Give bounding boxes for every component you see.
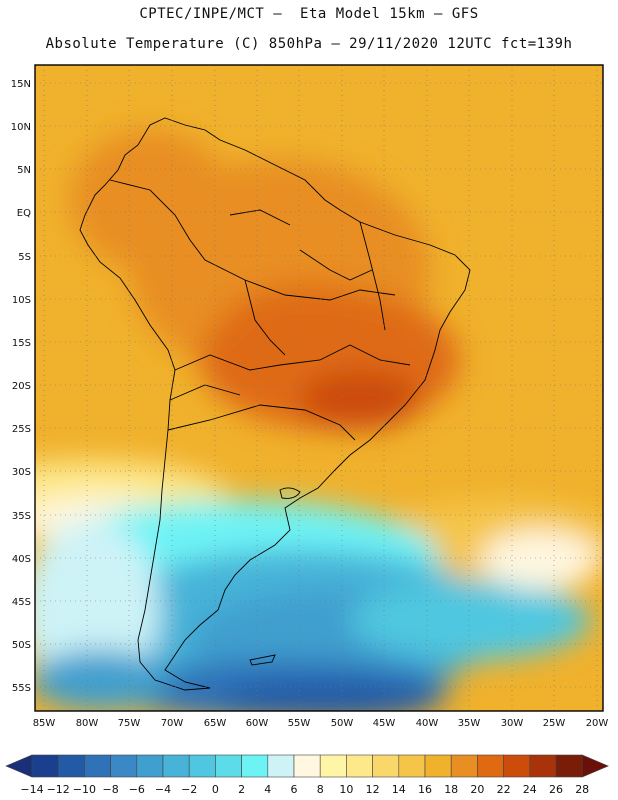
lat-label: 10N (11, 122, 31, 133)
colorbar-swatch (241, 754, 269, 778)
colorbar-swatch (293, 754, 321, 778)
lon-label: 80W (76, 718, 99, 729)
chart-title-line2: Absolute Temperature (C) 850hPa – 29/11/… (45, 36, 573, 52)
coastline (79, 117, 471, 691)
map-frame (34, 64, 604, 712)
colorbar-swatch (346, 754, 373, 778)
colorbar-label: 6 (291, 783, 298, 796)
colorbar-swatch (372, 754, 400, 778)
colorbar-label: 16 (418, 783, 432, 796)
colorbar-label: −2 (181, 783, 197, 796)
colorbar-label: 22 (497, 783, 511, 796)
lat-label: 25S (12, 424, 31, 435)
lon-label: 60W (246, 718, 269, 729)
lat-label: 30S (12, 467, 31, 478)
lon-label: 40W (416, 718, 439, 729)
colorbar-label: 26 (549, 783, 563, 796)
colorbar-swatch (398, 754, 426, 778)
lat-label: 15N (11, 79, 31, 90)
colorbar-label: 12 (366, 783, 380, 796)
lon-label: 75W (118, 718, 141, 729)
lon-label: 45W (373, 718, 396, 729)
colorbar-swatch (31, 754, 59, 778)
lat-label: 15S (12, 338, 31, 349)
lon-label: 70W (161, 718, 184, 729)
lon-label: 85W (33, 718, 56, 729)
colorbar-swatch (215, 754, 242, 778)
colorbar-label: −4 (155, 783, 171, 796)
colorbar-swatch (84, 754, 111, 778)
lat-label: 40S (12, 554, 31, 565)
colorbar: −14 −12 −10 −8 −6 −4 −2 0 2 4 6 8 10 12 14 16 18 20 22 24 26… (5, 754, 609, 796)
lat-label: 35S (12, 511, 31, 522)
colorbar-over-arrow (581, 754, 609, 778)
temperature-field (35, 65, 603, 711)
lat-label: 5S (18, 252, 31, 263)
colorbar-swatch (555, 754, 583, 778)
colorbar-swatch (136, 754, 164, 778)
colorbar-label: 4 (264, 783, 271, 796)
lon-label: 65W (204, 718, 227, 729)
colorbar-label: −14 (20, 783, 43, 796)
colorbar-label: 24 (523, 783, 537, 796)
colorbar-swatch (162, 754, 190, 778)
lat-label: 10S (12, 295, 31, 306)
lat-label: 50S (12, 640, 31, 651)
colorbar-swatch (529, 754, 557, 778)
lon-label: 30W (501, 718, 524, 729)
colorbar-label: 0 (212, 783, 219, 796)
lat-label: 45S (12, 597, 31, 608)
lat-label: 5N (17, 165, 31, 176)
lon-label: 55W (288, 718, 311, 729)
colorbar-label: 2 (238, 783, 245, 796)
lat-label: EQ (17, 208, 31, 219)
colorbar-under-arrow (5, 754, 33, 778)
lon-label: 25W (543, 718, 566, 729)
colorbar-swatch (110, 754, 138, 778)
colorbar-swatch (188, 754, 216, 778)
colorbar-label: 18 (444, 783, 458, 796)
colorbar-label: 10 (339, 783, 353, 796)
chart-title-line1: CPTEC/INPE/MCT – Eta Model 15km – GFS (139, 6, 479, 22)
colorbar-swatch (267, 754, 295, 778)
colorbar-label: −8 (102, 783, 118, 796)
colorbar-swatch (424, 754, 452, 778)
lat-axis: 15N 10N 5N EQ 5S 10S 15S 20S 25S 30S 35S… (11, 79, 31, 694)
lat-label: 55S (12, 683, 31, 694)
colorbar-label: −6 (129, 783, 145, 796)
colorbar-swatch (319, 754, 347, 778)
colorbar-swatch (477, 754, 504, 778)
lon-label: 35W (458, 718, 481, 729)
colorbar-label: 28 (575, 783, 589, 796)
colorbar-swatch (450, 754, 478, 778)
colorbar-label: 14 (392, 783, 406, 796)
colorbar-label: 8 (317, 783, 324, 796)
lat-label: 20S (12, 381, 31, 392)
lon-label: 20W (586, 718, 609, 729)
colorbar-swatch (503, 754, 531, 778)
colorbar-label: −10 (73, 783, 96, 796)
colorbar-swatch (57, 754, 85, 778)
colorbar-label: 20 (470, 783, 484, 796)
lon-axis: 85W 80W 75W 70W 65W 60W 55W 50W 45W 40W … (33, 718, 609, 729)
colorbar-label: −12 (47, 783, 70, 796)
lon-label: 50W (331, 718, 354, 729)
